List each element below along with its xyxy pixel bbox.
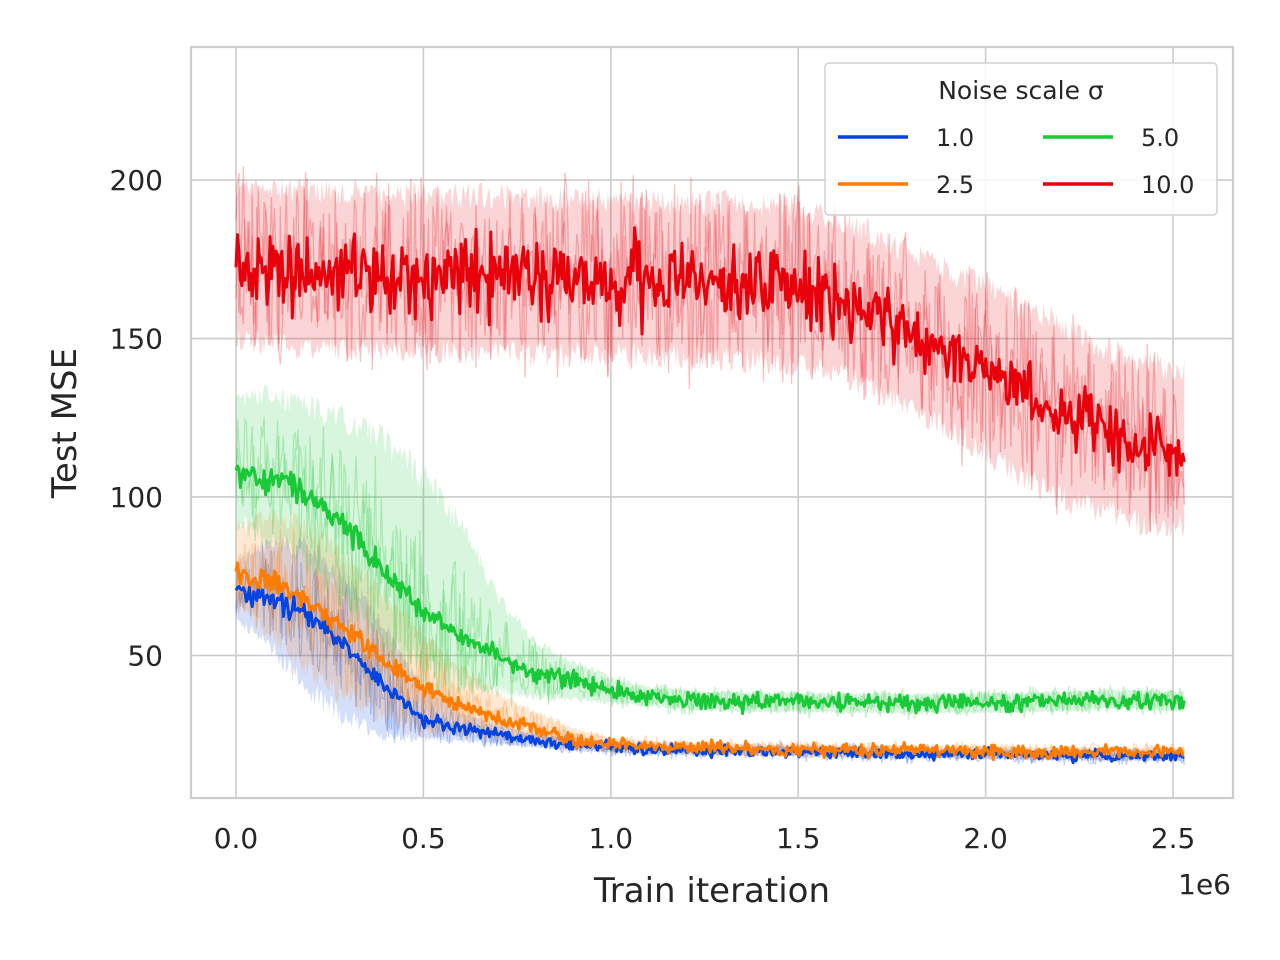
x-tick-label: 2.5 xyxy=(1151,822,1196,855)
legend-entry-10.0: 10.0 xyxy=(1043,171,1194,199)
series-line-10.0 xyxy=(234,226,1186,477)
y-axis-label: Test MSE xyxy=(45,348,85,499)
legend-entry-2.5: 2.5 xyxy=(838,171,974,199)
x-axis-label: Train iteration xyxy=(593,871,830,911)
legend: Noise scale σ 1.0 2.5 5.0 10.0 xyxy=(824,62,1218,216)
series-lines xyxy=(234,226,1186,765)
x-tick-label: 1.5 xyxy=(776,822,821,855)
legend-label: 2.5 xyxy=(936,171,974,199)
x-tick-label: 2.0 xyxy=(963,822,1008,855)
series-line-5.0 xyxy=(234,464,1186,716)
legend-entry-5.0: 5.0 xyxy=(1043,124,1179,152)
y-tick-label: 50 xyxy=(127,639,163,672)
x-axis-offset-label: 1e6 xyxy=(1178,868,1231,901)
y-tick-label: 100 xyxy=(110,481,163,514)
y-tick-label: 200 xyxy=(110,164,163,197)
legend-label: 10.0 xyxy=(1141,171,1194,199)
plot-frame xyxy=(189,45,1235,800)
series-line-2.5 xyxy=(234,561,1185,761)
x-tick-label: 1.0 xyxy=(589,822,634,855)
legend-entries: 1.0 2.5 5.0 10.0 xyxy=(838,124,1194,199)
y-tick-label: 150 xyxy=(110,323,163,356)
legend-label: 1.0 xyxy=(936,124,974,152)
x-tick-label: 0.0 xyxy=(214,822,259,855)
band-5.0 xyxy=(236,385,1185,715)
band-2.5 xyxy=(236,507,1185,758)
x-tick-label: 0.5 xyxy=(401,822,446,855)
legend-title: Noise scale σ xyxy=(938,76,1104,105)
legend-label: 5.0 xyxy=(1141,124,1179,152)
x-tick-labels: 0.0 0.5 1.0 1.5 2.0 2.5 xyxy=(214,822,1196,855)
y-tick-labels: 50 100 150 200 xyxy=(110,164,163,672)
legend-entry-1.0: 1.0 xyxy=(838,124,974,152)
legend-box xyxy=(824,62,1218,216)
